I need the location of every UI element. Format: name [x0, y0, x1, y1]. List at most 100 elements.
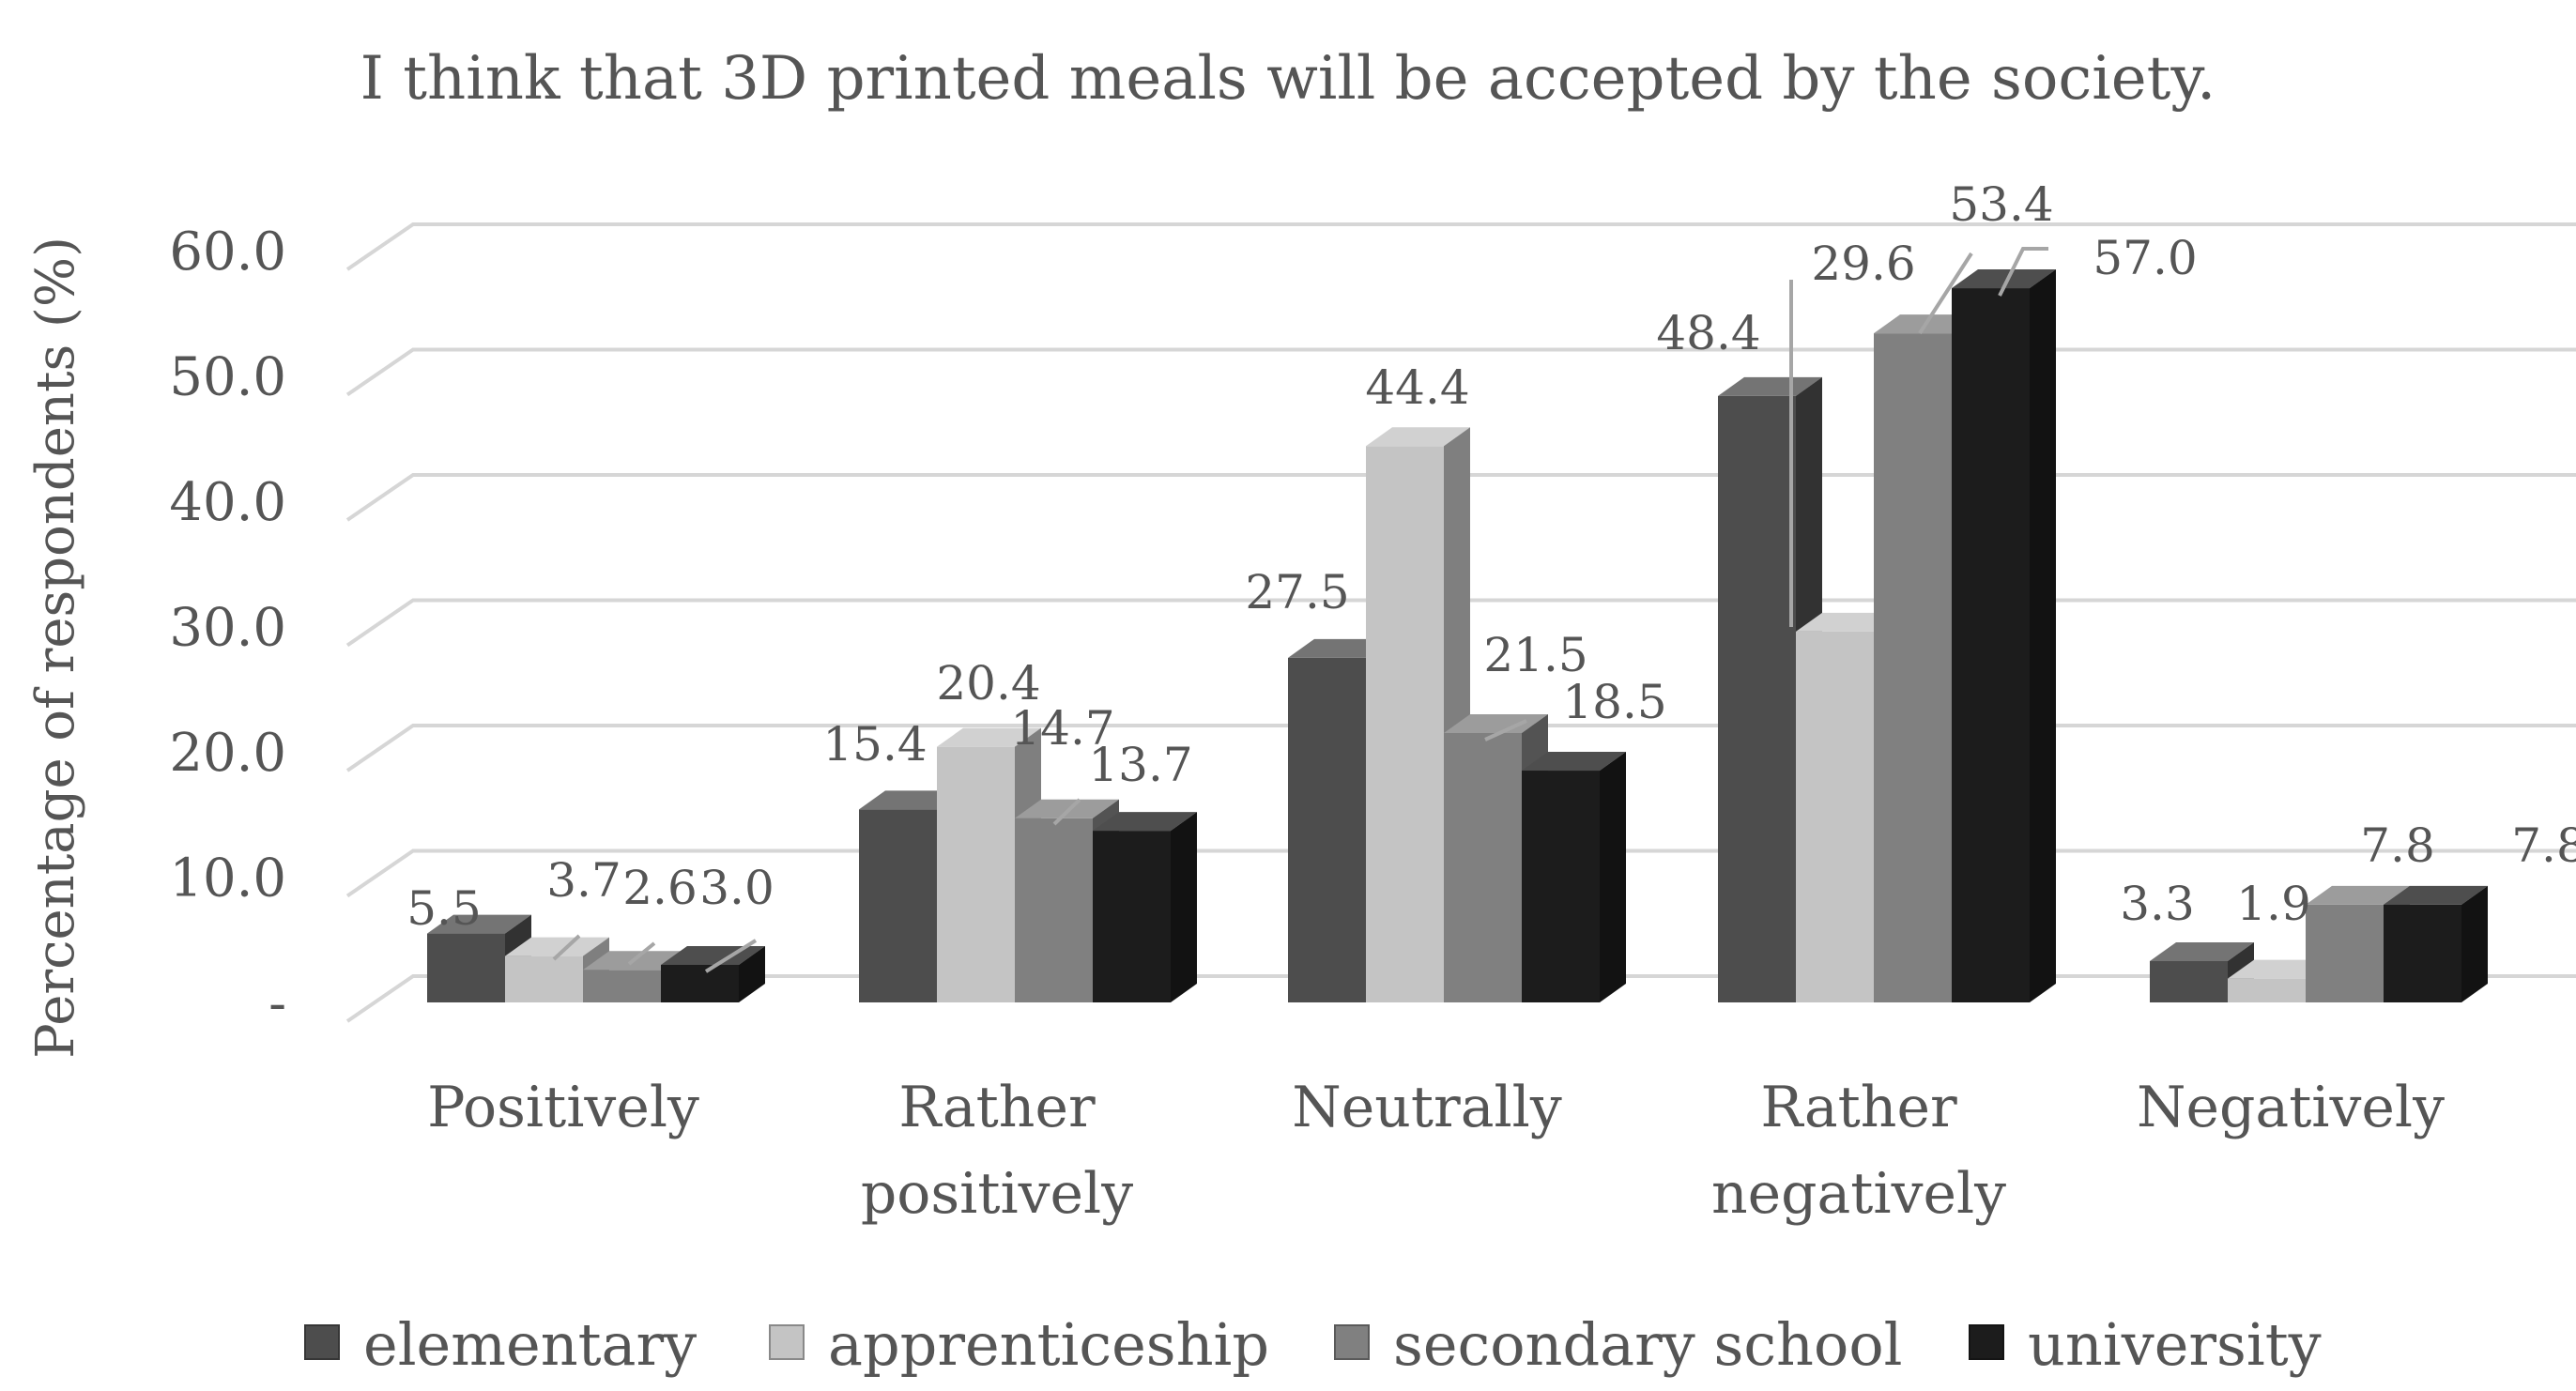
legend-label: apprenticeship: [828, 1310, 1269, 1379]
y-tick-label: 30.0: [169, 598, 286, 659]
bar-front: [937, 746, 1015, 1002]
data-label: 5.5: [406, 881, 482, 936]
bar: [661, 945, 765, 1002]
legend-label: secondary school: [1393, 1310, 1902, 1379]
bar-front: [1718, 395, 1796, 1002]
category-label: Rather positively: [861, 1075, 1133, 1227]
category-label-line: positively: [861, 1161, 1133, 1227]
bar-front: [1952, 288, 2030, 1002]
data-label: 21.5: [1483, 628, 1587, 682]
y-tick-label: 10.0: [169, 848, 286, 910]
category-labels: Positively Rather positively Neutrally Rathe…: [427, 1075, 2445, 1227]
bar-top: [937, 727, 1041, 747]
gridlines: [345, 222, 2576, 1023]
data-label: 18.5: [1562, 675, 1666, 729]
legend-swatch: [1334, 1324, 1370, 1360]
bar-side: [739, 945, 765, 1002]
bar-top: [1522, 752, 1626, 772]
leader-line: [1918, 252, 1973, 335]
legend-swatch: [769, 1324, 805, 1360]
bar: [1093, 812, 1197, 1002]
bar-front: [505, 955, 583, 1002]
bar-top: [1366, 427, 1470, 447]
data-label: 44.4: [1365, 360, 1469, 415]
y-tick-label: 50.0: [169, 347, 286, 408]
y-axis-title: Percentage of respondents (%): [25, 237, 86, 1059]
bar: [2384, 885, 2488, 1002]
bar-top: [427, 914, 531, 934]
data-label: 3.0: [699, 861, 774, 915]
data-label: 2.6: [622, 861, 698, 915]
category-label: Rather negatively: [1711, 1075, 2006, 1227]
y-tick-label: -: [268, 973, 286, 1034]
legend-item: university: [1969, 1310, 2322, 1379]
legend-item: apprenticeship: [769, 1310, 1269, 1379]
bar-top: [2384, 885, 2488, 905]
data-label: 15.4: [822, 717, 927, 772]
data-label: 7.8: [2511, 818, 2576, 873]
bar-front: [2150, 960, 2228, 1002]
bar-top: [1444, 713, 1548, 733]
bar-front: [427, 933, 505, 1002]
legend-swatch: [304, 1324, 340, 1360]
bar-top: [1093, 812, 1197, 832]
category-label-line: Rather: [898, 1075, 1096, 1140]
bar-top: [505, 937, 609, 956]
bar-front: [1796, 631, 1874, 1002]
legend-label: university: [2028, 1310, 2322, 1379]
bar-top: [1015, 799, 1119, 818]
y-axis-ticks: - 10.0 20.0 30.0 40.0 50.0 60.0: [169, 222, 286, 1034]
leader-line: [1998, 247, 2048, 297]
bar-side: [2030, 269, 2056, 1002]
y-tick-label: 20.0: [169, 723, 286, 784]
category-label: Negatively: [2137, 1075, 2445, 1140]
legend-item: elementary: [304, 1310, 697, 1379]
bar-front: [661, 964, 739, 1002]
leader-line: [627, 941, 656, 966]
data-label: 7.8: [2360, 818, 2435, 873]
bar-front: [1366, 446, 1444, 1002]
category-label-line: Negatively: [2137, 1075, 2445, 1140]
data-label: 48.4: [1656, 306, 1760, 360]
legend-swatch: [1969, 1324, 2004, 1360]
bar-front: [2228, 978, 2306, 1002]
data-label: 1.9: [2236, 877, 2311, 931]
bar-front: [2384, 904, 2461, 1002]
bar-top: [2150, 941, 2254, 961]
category-label-line: Positively: [427, 1075, 699, 1140]
data-label: 13.7: [1088, 738, 1192, 792]
y-tick-label: 40.0: [169, 472, 286, 533]
bar-side: [1600, 752, 1626, 1002]
bar-top: [2306, 885, 2410, 905]
category-label-line: negatively: [1711, 1161, 2006, 1227]
data-label: 53.4: [1949, 177, 2053, 232]
leader-line: [1052, 798, 1081, 826]
data-label: 3.7: [546, 853, 621, 908]
leader-line: [704, 939, 758, 973]
data-label: 3.3: [2120, 877, 2195, 931]
bar: [1366, 427, 1470, 1002]
bar-front: [1288, 657, 1366, 1002]
leader-line: [1484, 719, 1527, 741]
bar-front: [1522, 771, 1600, 1002]
bar: [1522, 752, 1626, 1002]
gridline: [345, 222, 2576, 271]
data-label: 14.7: [1010, 701, 1114, 756]
chart-title: I think that 3D printed meals will be ac…: [360, 44, 2216, 114]
gridline: [345, 473, 2576, 522]
gridline: [345, 347, 2576, 397]
category-label-line: Neutrally: [1292, 1075, 1562, 1140]
data-label: 27.5: [1245, 565, 1349, 619]
bar-side: [1171, 812, 1197, 1002]
y-tick-label: 60.0: [169, 222, 286, 283]
data-label: 57.0: [2093, 231, 2197, 285]
bar-front: [583, 970, 661, 1002]
data-label: 20.4: [936, 656, 1040, 711]
legend-item: secondary school: [1334, 1310, 1902, 1379]
bar-front: [1444, 732, 1522, 1002]
data-label: 29.6: [1811, 237, 1915, 291]
category-label: Neutrally: [1292, 1075, 1562, 1140]
data-labels: 5.5 3.7 2.6 3.0 15.420.414.713.7 27.5 44.4 21.5…: [406, 177, 2576, 936]
bar-side: [2461, 885, 2488, 1002]
